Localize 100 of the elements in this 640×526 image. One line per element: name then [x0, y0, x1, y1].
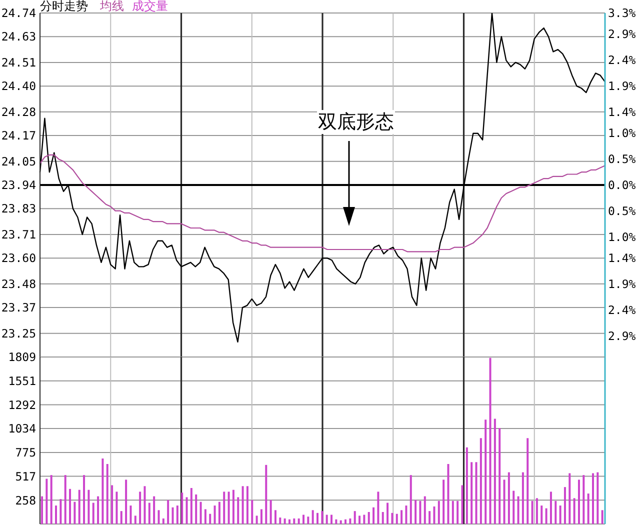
annotation: 双底形态: [316, 110, 395, 134]
y-tick-label: 1034: [8, 422, 36, 436]
bar: [69, 488, 72, 524]
bar: [531, 500, 534, 524]
bar: [400, 510, 403, 524]
y-tick-label: 258: [15, 493, 36, 508]
bar: [573, 498, 576, 524]
bar: [498, 428, 501, 524]
bar: [106, 464, 108, 524]
y2-tick-label: 1.4%: [608, 105, 636, 120]
bar: [153, 496, 156, 524]
y-tick-label: 23.37: [1, 300, 36, 315]
bar: [554, 500, 557, 524]
y2-tick-label: 2.4%: [608, 52, 636, 67]
bar: [326, 514, 328, 524]
bar: [354, 511, 356, 524]
bar: [596, 472, 599, 524]
bar: [568, 473, 571, 524]
bar: [410, 475, 412, 524]
line-series: [39, 154, 606, 252]
y-tick-label: 23.83: [1, 202, 36, 216]
y-tick-label: 1292: [8, 398, 36, 412]
bar: [274, 510, 276, 524]
bar: [550, 492, 552, 524]
bar: [218, 502, 220, 524]
bar: [480, 438, 482, 524]
bar: [158, 510, 160, 524]
y-tick-label: 24.28: [1, 104, 36, 119]
text: 均线: [100, 0, 124, 13]
bar: [78, 490, 80, 524]
y2-tick-label: 1.9%: [608, 79, 636, 94]
bar: [111, 485, 114, 524]
bar: [368, 512, 370, 524]
bar: [592, 473, 594, 524]
bar: [452, 500, 454, 524]
y-tick-label: 1809: [8, 350, 36, 364]
bar: [190, 488, 192, 524]
bar: [209, 514, 212, 524]
y2-tick-label: 1.0%: [608, 126, 636, 140]
bar: [391, 512, 394, 524]
bar: [428, 511, 431, 524]
bar: [302, 514, 304, 524]
bar: [335, 519, 338, 524]
bar: [419, 500, 422, 524]
bar: [396, 514, 398, 524]
bar: [340, 520, 342, 524]
bar: [176, 506, 178, 524]
bar: [386, 502, 389, 524]
bar: [41, 496, 43, 524]
bar: [200, 502, 202, 524]
bar: [186, 497, 188, 524]
bar: [545, 508, 548, 524]
y-tick-label: 23.94: [1, 178, 36, 192]
bar: [279, 518, 282, 524]
y-tick-label: 775: [15, 446, 36, 460]
bar: [92, 502, 94, 524]
bar: [522, 472, 524, 524]
bar: [204, 509, 206, 524]
bar: [172, 507, 174, 524]
y2-tick-label: 0.0%: [608, 178, 636, 192]
bar: [64, 475, 66, 524]
bar: [461, 485, 464, 524]
bar: [307, 516, 310, 524]
y-tick-label: 517: [15, 469, 36, 484]
y-tick-label: 24.40: [1, 79, 36, 94]
bar: [344, 519, 347, 524]
bar: [363, 514, 366, 524]
y-tick-label: 24.51: [1, 56, 36, 70]
y-tick-label: 24.17: [1, 128, 36, 143]
line-series: [39, 13, 606, 343]
bar: [321, 511, 324, 524]
y-tick-label: 23.71: [1, 228, 36, 242]
bar: [489, 358, 492, 524]
bar: [125, 480, 128, 524]
bar: [358, 516, 361, 524]
bar: [237, 497, 240, 524]
bar: [46, 478, 48, 524]
y-tick-label: 23.48: [1, 276, 36, 291]
bar: [130, 506, 132, 524]
bar: [578, 480, 580, 524]
bar: [405, 506, 408, 524]
bar: [298, 518, 300, 524]
bar: [162, 518, 164, 524]
bar: [508, 472, 510, 524]
y2-tick-label: 1.9%: [608, 277, 636, 292]
bar: [456, 500, 459, 524]
bar: [116, 492, 118, 524]
bar: [536, 498, 538, 524]
y-tick-label: 24.74: [1, 6, 36, 20]
bar: [312, 510, 314, 524]
bar: [466, 447, 468, 524]
bar: [433, 506, 436, 524]
bar: [540, 506, 543, 524]
bar: [120, 511, 122, 524]
bar: [582, 475, 585, 524]
bar: [74, 502, 76, 524]
bar: [293, 518, 296, 524]
bar: [447, 464, 450, 524]
text: 成交量: [132, 0, 168, 13]
y2-tick-label: 1.4%: [608, 251, 636, 266]
